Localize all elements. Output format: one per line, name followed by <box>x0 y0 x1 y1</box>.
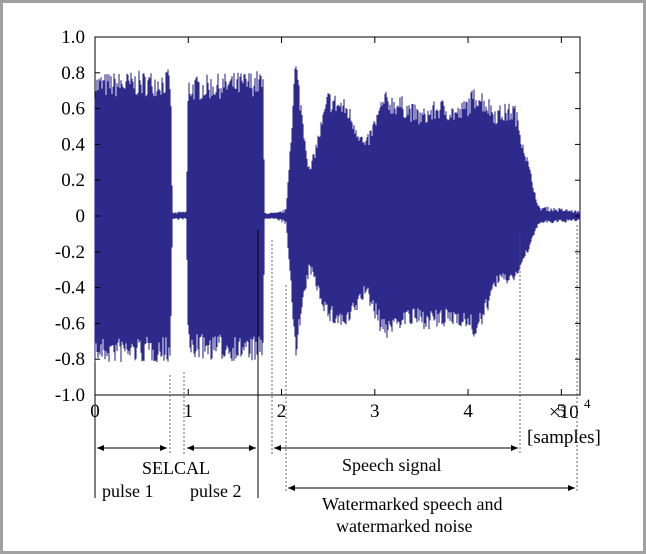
x-tick-label: 2 <box>277 401 287 422</box>
x-multiplier-exponent: 4 <box>584 396 591 411</box>
annotation-pulse2: pulse 2 <box>190 481 242 501</box>
annotation-speech-signal: Speech signal <box>342 455 441 475</box>
y-axis-ticks: 1.0 0.8 0.6 0.4 0.2 0 -0.2 -0.4 -0.6 -0.8 -1.0 <box>55 27 580 406</box>
annotation-markers <box>94 225 578 498</box>
x-tick-label: 3 <box>370 401 380 422</box>
y-tick-label: 0.8 <box>61 63 85 84</box>
annotation-pulse1: pulse 1 <box>102 481 154 501</box>
y-tick-label: -0.8 <box>55 349 85 370</box>
y-tick-label: -0.2 <box>55 242 85 263</box>
y-tick-label: 0.4 <box>61 134 85 155</box>
y-tick-label: -0.6 <box>55 313 85 334</box>
x-tick-label: 1 <box>184 401 194 422</box>
waveform-line <box>94 66 581 363</box>
waveform-series <box>94 66 581 363</box>
annotation-watermarked-line2: watermarked noise <box>336 516 472 536</box>
y-tick-label: 0.6 <box>61 99 85 120</box>
y-tick-label: 1.0 <box>61 27 85 48</box>
annotation-watermarked-line1: Watermarked speech and <box>322 494 502 514</box>
x-multiplier-label: ×10 <box>549 402 579 423</box>
y-tick-label: 0 <box>76 206 86 227</box>
y-tick-label: -1.0 <box>55 385 85 406</box>
y-tick-label: 0.2 <box>61 170 85 191</box>
y-tick-label: -0.4 <box>55 278 86 299</box>
x-tick-label: 4 <box>463 401 473 422</box>
annotation-selcal: SELCAL <box>142 458 210 478</box>
x-axis-label: [samples] <box>527 427 601 448</box>
x-tick-label: 5 <box>557 401 567 422</box>
